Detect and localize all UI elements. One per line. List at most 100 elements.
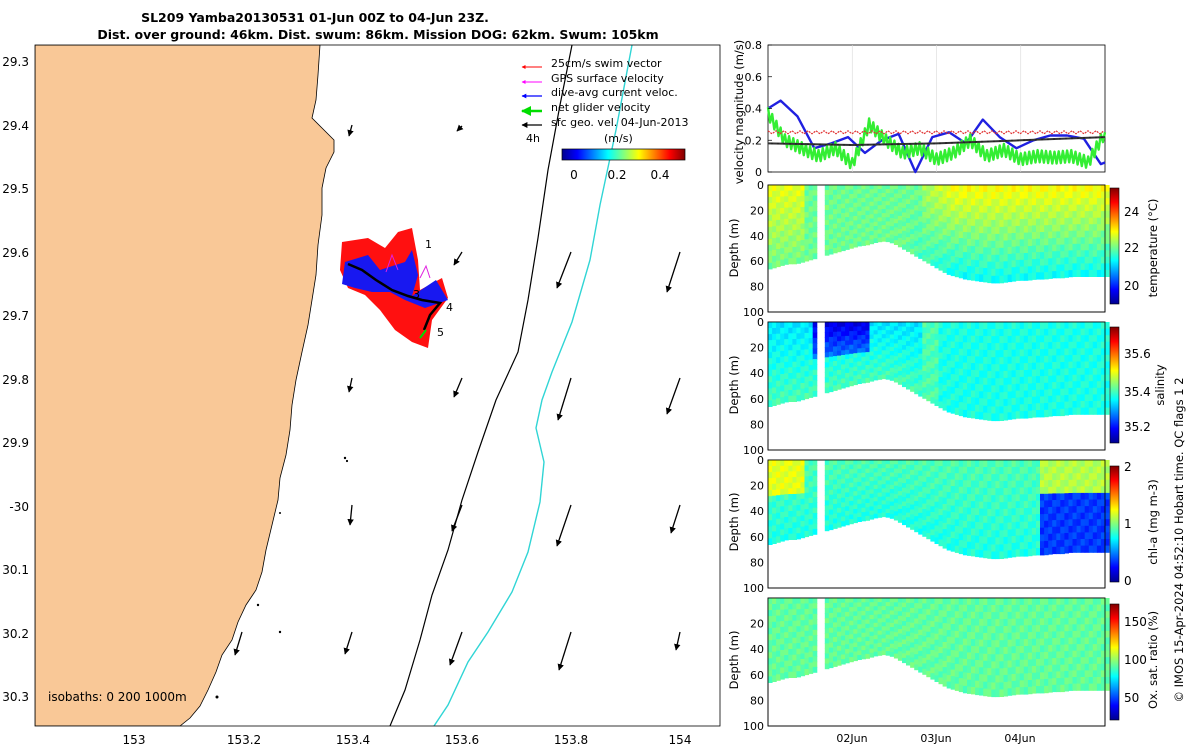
section-cell — [991, 233, 996, 242]
section-cell — [1027, 273, 1033, 281]
section-cell — [833, 646, 838, 653]
section-cell — [889, 602, 895, 607]
section-cell — [828, 479, 834, 486]
section-cell — [1084, 525, 1090, 533]
section-cell — [1096, 630, 1102, 639]
section-cell — [800, 493, 806, 500]
section-cell — [954, 394, 960, 402]
lon-tick-label: 153 — [123, 733, 146, 747]
section-cell — [1056, 382, 1061, 390]
section-cell — [845, 460, 850, 466]
section-cell — [1080, 237, 1086, 245]
section-cell — [922, 465, 927, 472]
section-cell — [930, 673, 935, 680]
section-cell — [885, 185, 891, 190]
section-cell — [983, 233, 988, 241]
section-cell — [918, 640, 923, 647]
section-cell — [837, 322, 842, 328]
section-cell — [987, 275, 992, 284]
section-cell — [1084, 499, 1090, 507]
section-cell — [873, 493, 879, 498]
section-cell — [1052, 185, 1057, 193]
section-cell — [812, 651, 818, 657]
section-cell — [983, 598, 988, 606]
section-cell — [995, 668, 1000, 676]
section-cell — [861, 654, 866, 660]
section-cell — [1019, 266, 1025, 274]
section-cell — [1068, 387, 1074, 396]
section-cell — [926, 637, 931, 644]
section-cell — [1015, 342, 1021, 351]
section-cell — [792, 522, 797, 529]
section-cell — [962, 473, 968, 481]
section-cell — [995, 399, 1000, 407]
section-cell — [999, 523, 1004, 531]
section-cell — [995, 385, 1000, 393]
section-cell — [1076, 486, 1082, 494]
section-cell — [1011, 233, 1017, 241]
section-cell — [1023, 397, 1029, 405]
section-cell — [1048, 191, 1053, 199]
section-cell — [922, 206, 927, 213]
section-cell — [1044, 460, 1049, 468]
section-cell — [1056, 375, 1061, 383]
section-cell — [967, 232, 972, 240]
section-cell — [1036, 349, 1041, 357]
section-cell — [869, 214, 875, 220]
section-cell — [1100, 525, 1106, 533]
section-cell — [971, 205, 976, 213]
section-cell — [1027, 639, 1033, 647]
section-cell — [768, 340, 773, 347]
section-cell — [780, 465, 785, 473]
sfc-geo-vel-mark — [1035, 138, 1037, 141]
section-cell — [885, 205, 891, 210]
section-cell — [1060, 211, 1065, 219]
section-cell — [828, 612, 834, 619]
section-cell — [881, 492, 887, 497]
section-cell — [999, 661, 1004, 669]
section-cell — [873, 468, 879, 473]
section-cell — [776, 483, 781, 490]
section-cell — [922, 217, 927, 224]
section-cell — [1027, 390, 1033, 398]
section-cell — [804, 641, 810, 648]
section-cell — [1068, 493, 1074, 501]
section-cell — [1031, 652, 1037, 660]
section-cell — [893, 649, 899, 655]
section-cell — [1064, 244, 1069, 252]
section-cell — [865, 511, 870, 517]
section-cell — [999, 647, 1004, 655]
section-cell — [962, 547, 968, 556]
section-cell — [930, 506, 935, 513]
section-cell — [991, 509, 996, 517]
section-cell — [1019, 501, 1025, 509]
section-cell — [849, 376, 854, 382]
section-cell — [885, 618, 891, 624]
section-cell — [930, 460, 935, 467]
section-cell — [967, 618, 972, 626]
section-cell — [857, 339, 862, 345]
section-cell — [1048, 205, 1053, 213]
section-cell — [1007, 473, 1013, 482]
section-cell — [1007, 515, 1013, 524]
section-cell — [1015, 383, 1021, 392]
section-cell — [845, 653, 850, 659]
section-cell — [962, 652, 968, 660]
section-cell — [837, 602, 842, 609]
section-cell — [1007, 233, 1013, 241]
section-cell — [1048, 540, 1053, 548]
imos-credit: © IMOS 15-Apr-2024 04:52:10 Hobart time.… — [1172, 377, 1186, 702]
section-cell — [983, 391, 988, 400]
section-cell — [910, 204, 915, 211]
section-cell — [897, 326, 903, 332]
section-cell — [926, 350, 931, 357]
section-cell — [885, 480, 891, 486]
section-cell — [796, 257, 801, 264]
section-cell — [893, 347, 899, 353]
section-cell — [788, 218, 793, 225]
section-cell — [999, 537, 1004, 545]
section-cell — [885, 209, 891, 214]
section-cell — [1056, 335, 1061, 343]
section-cell — [804, 222, 810, 229]
